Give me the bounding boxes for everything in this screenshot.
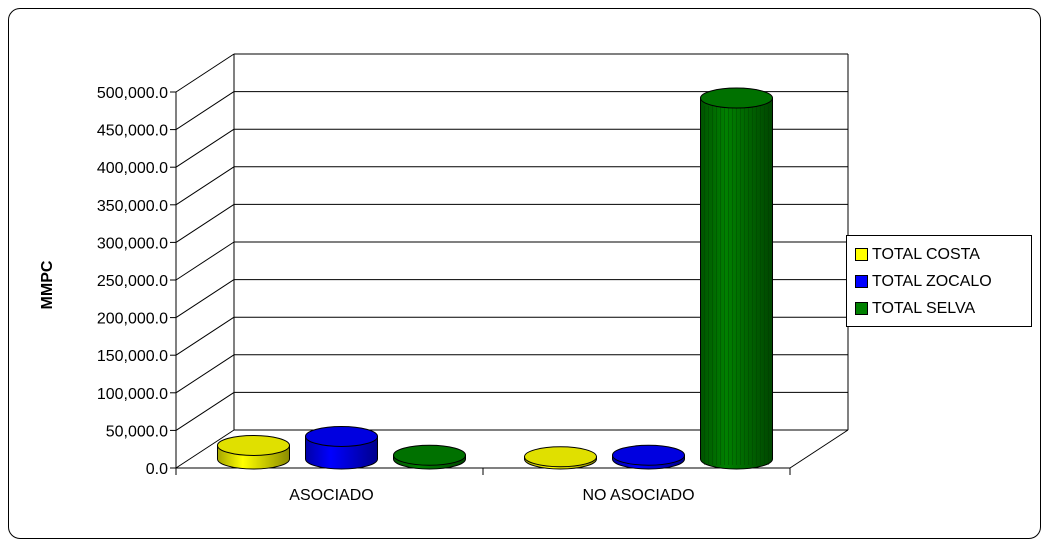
bar-total-zocalo-no-asociado [612,444,685,470]
bar-top [216,434,290,456]
bar-top [305,425,378,447]
y-tick-label: 450,000.0 [97,123,168,140]
category-labels: ASOCIADO NO ASOCIADO [289,487,694,504]
gridline-side [175,279,235,319]
gridline-side [175,53,235,93]
legend-swatch [855,248,868,261]
legend-item: TOTAL COSTA [855,241,1031,268]
gridline-side [175,128,235,168]
bar-total-costa-asociado [216,434,290,470]
gridline-side [175,429,235,469]
legend-item: TOTAL SELVA [855,295,1031,322]
chart-frame [8,8,1041,539]
y-tick-label: 400,000.0 [97,160,168,177]
y-tick-label: 500,000.0 [97,85,168,102]
bar-total-selva-no-asociado [700,87,774,470]
y-tick-labels: 0.0 50,000.0 100,000.0 150,000.0 200,000.0 25… [97,85,168,478]
bar-total-zocalo-asociado [305,425,378,470]
bar-top [523,446,597,468]
category-label: ASOCIADO [289,487,373,504]
legend-swatch [855,275,868,288]
legend-item: TOTAL ZOCALO [855,268,1031,295]
gridline-side [175,316,235,356]
gridline-side [175,354,235,394]
y-tick-label: 150,000.0 [97,348,168,365]
y-tick-label: 250,000.0 [97,273,168,290]
gridline-side [175,203,235,243]
y-tick-label: 200,000.0 [97,311,168,328]
bar-top [612,444,685,466]
gridline-side [175,391,235,431]
legend-label: TOTAL SELVA [872,299,976,317]
y-tick-label: 100,000.0 [97,386,168,403]
legend: TOTAL COSTA TOTAL ZOCALO TOTAL SELVA [846,235,1032,327]
gridline-side [175,91,235,131]
y-axis-label: MMPC [39,260,56,309]
gridline-side [175,166,235,206]
bar-top [393,444,467,466]
floor-right-edge [789,429,849,469]
legend-label: TOTAL ZOCALO [872,272,992,290]
bar-total-selva-asociado [393,444,467,470]
y-tick-label: 50,000.0 [106,423,168,440]
y-tick-label: 300,000.0 [97,235,168,252]
legend-swatch [855,302,868,315]
gridline-side [175,241,235,281]
bar-total-costa-no-asociado [523,446,597,470]
category-label: NO ASOCIADO [582,487,694,504]
y-tick-label: 0.0 [146,461,168,478]
legend-label: TOTAL COSTA [872,245,980,263]
y-tick-label: 350,000.0 [97,198,168,215]
bar-top [700,87,774,109]
chart-bars [216,87,774,470]
